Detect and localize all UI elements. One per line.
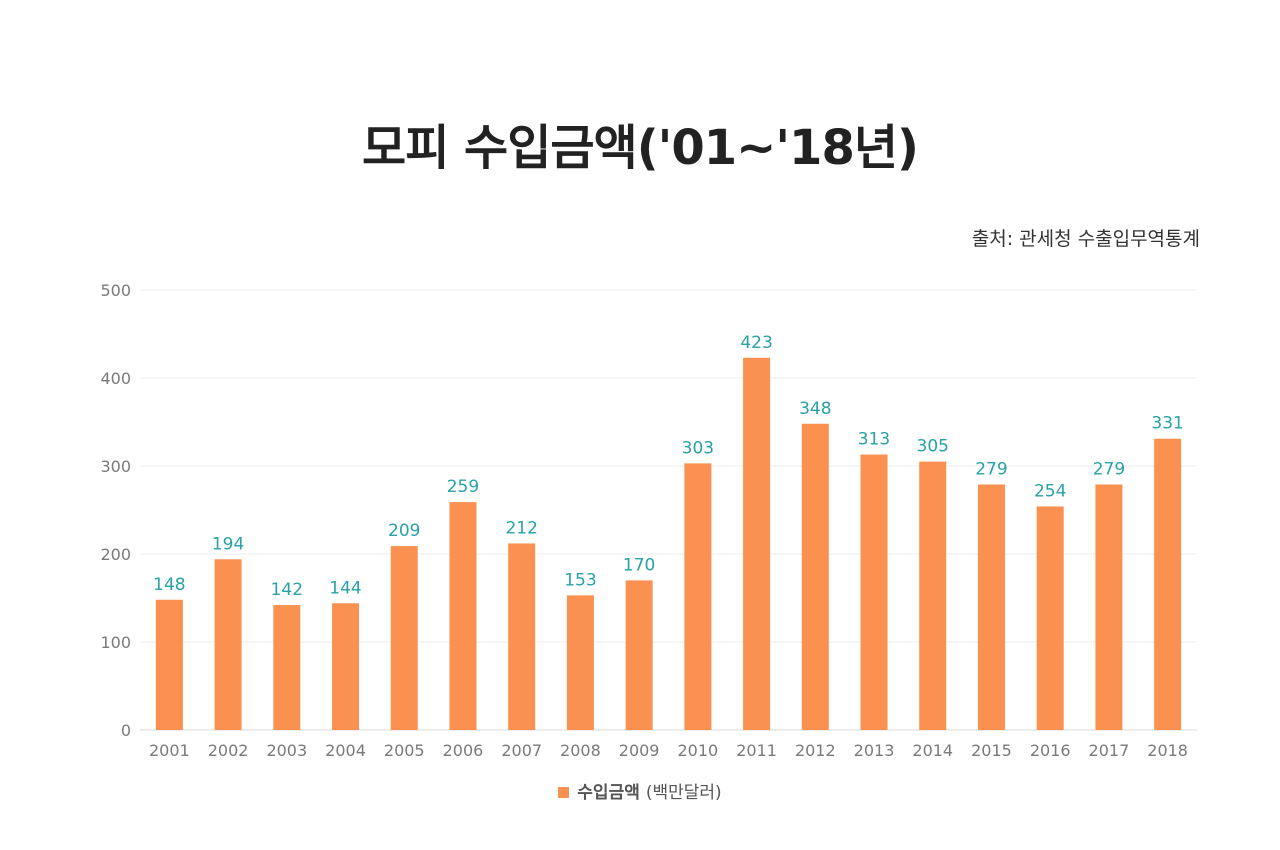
data-label: 212	[505, 518, 537, 538]
data-label: 348	[799, 399, 831, 419]
data-label: 305	[917, 437, 949, 457]
data-label: 153	[564, 570, 596, 590]
bar	[508, 543, 536, 730]
data-label: 313	[858, 430, 890, 450]
legend-unit: (백만달러)	[645, 783, 722, 803]
y-tick-label: 200	[100, 545, 131, 564]
chart-title: 모피 수입금액('01~'18년)	[362, 120, 919, 176]
x-tick-label: 2005	[384, 741, 425, 760]
data-label: 259	[447, 477, 479, 497]
bar	[977, 484, 1005, 730]
x-tick-label: 2004	[325, 741, 366, 760]
bar	[684, 463, 712, 730]
bar	[566, 595, 594, 730]
x-tick-label: 2014	[912, 741, 953, 760]
y-tick-label: 300	[100, 457, 131, 476]
data-label: 303	[682, 438, 714, 458]
data-label: 148	[153, 575, 185, 595]
source-note: 출처: 관세청 수출입무역통계	[971, 228, 1200, 250]
y-tick-label: 400	[100, 369, 131, 388]
bar	[273, 605, 301, 730]
x-tick-label: 2013	[854, 741, 895, 760]
legend-series-name: 수입금액	[577, 783, 640, 803]
x-tick-label: 2006	[443, 741, 484, 760]
data-label: 423	[740, 333, 772, 353]
legend: 수입금액 (백만달러)	[0, 778, 1280, 803]
data-label: 279	[1093, 459, 1125, 479]
data-label: 194	[212, 534, 244, 554]
data-label: 144	[329, 578, 361, 598]
bar	[801, 423, 829, 730]
x-tick-label: 2011	[736, 741, 777, 760]
data-label: 254	[1034, 481, 1066, 501]
bar	[625, 580, 653, 730]
x-tick-label: 2003	[266, 741, 307, 760]
x-tick-label: 2012	[795, 741, 836, 760]
y-tick-label: 500	[100, 281, 131, 300]
bar	[1154, 438, 1182, 730]
x-tick-label: 2016	[1030, 741, 1071, 760]
x-tick-label: 2007	[501, 741, 542, 760]
bar	[919, 461, 947, 730]
data-label: 209	[388, 521, 420, 541]
data-label: 331	[1151, 414, 1183, 434]
x-tick-label: 2001	[149, 741, 190, 760]
data-label: 279	[975, 459, 1007, 479]
x-tick-label: 2017	[1089, 741, 1130, 760]
legend-swatch	[558, 787, 570, 798]
x-tick-label: 2015	[971, 741, 1012, 760]
data-label: 142	[271, 580, 303, 600]
x-tick-label: 2002	[208, 741, 249, 760]
x-tick-label: 2010	[678, 741, 719, 760]
x-tick-label: 2008	[560, 741, 601, 760]
bar	[155, 599, 183, 730]
bar	[449, 502, 477, 730]
y-tick-label: 100	[100, 633, 131, 652]
bar	[390, 546, 418, 730]
bar	[860, 454, 888, 730]
data-label: 170	[623, 555, 655, 575]
bar	[1036, 506, 1064, 730]
y-tick-label: 0	[121, 721, 131, 740]
x-tick-label: 2018	[1147, 741, 1188, 760]
bar	[332, 603, 360, 730]
bar	[214, 559, 242, 730]
bar	[743, 357, 771, 730]
bar	[1095, 484, 1123, 730]
x-tick-label: 2009	[619, 741, 660, 760]
